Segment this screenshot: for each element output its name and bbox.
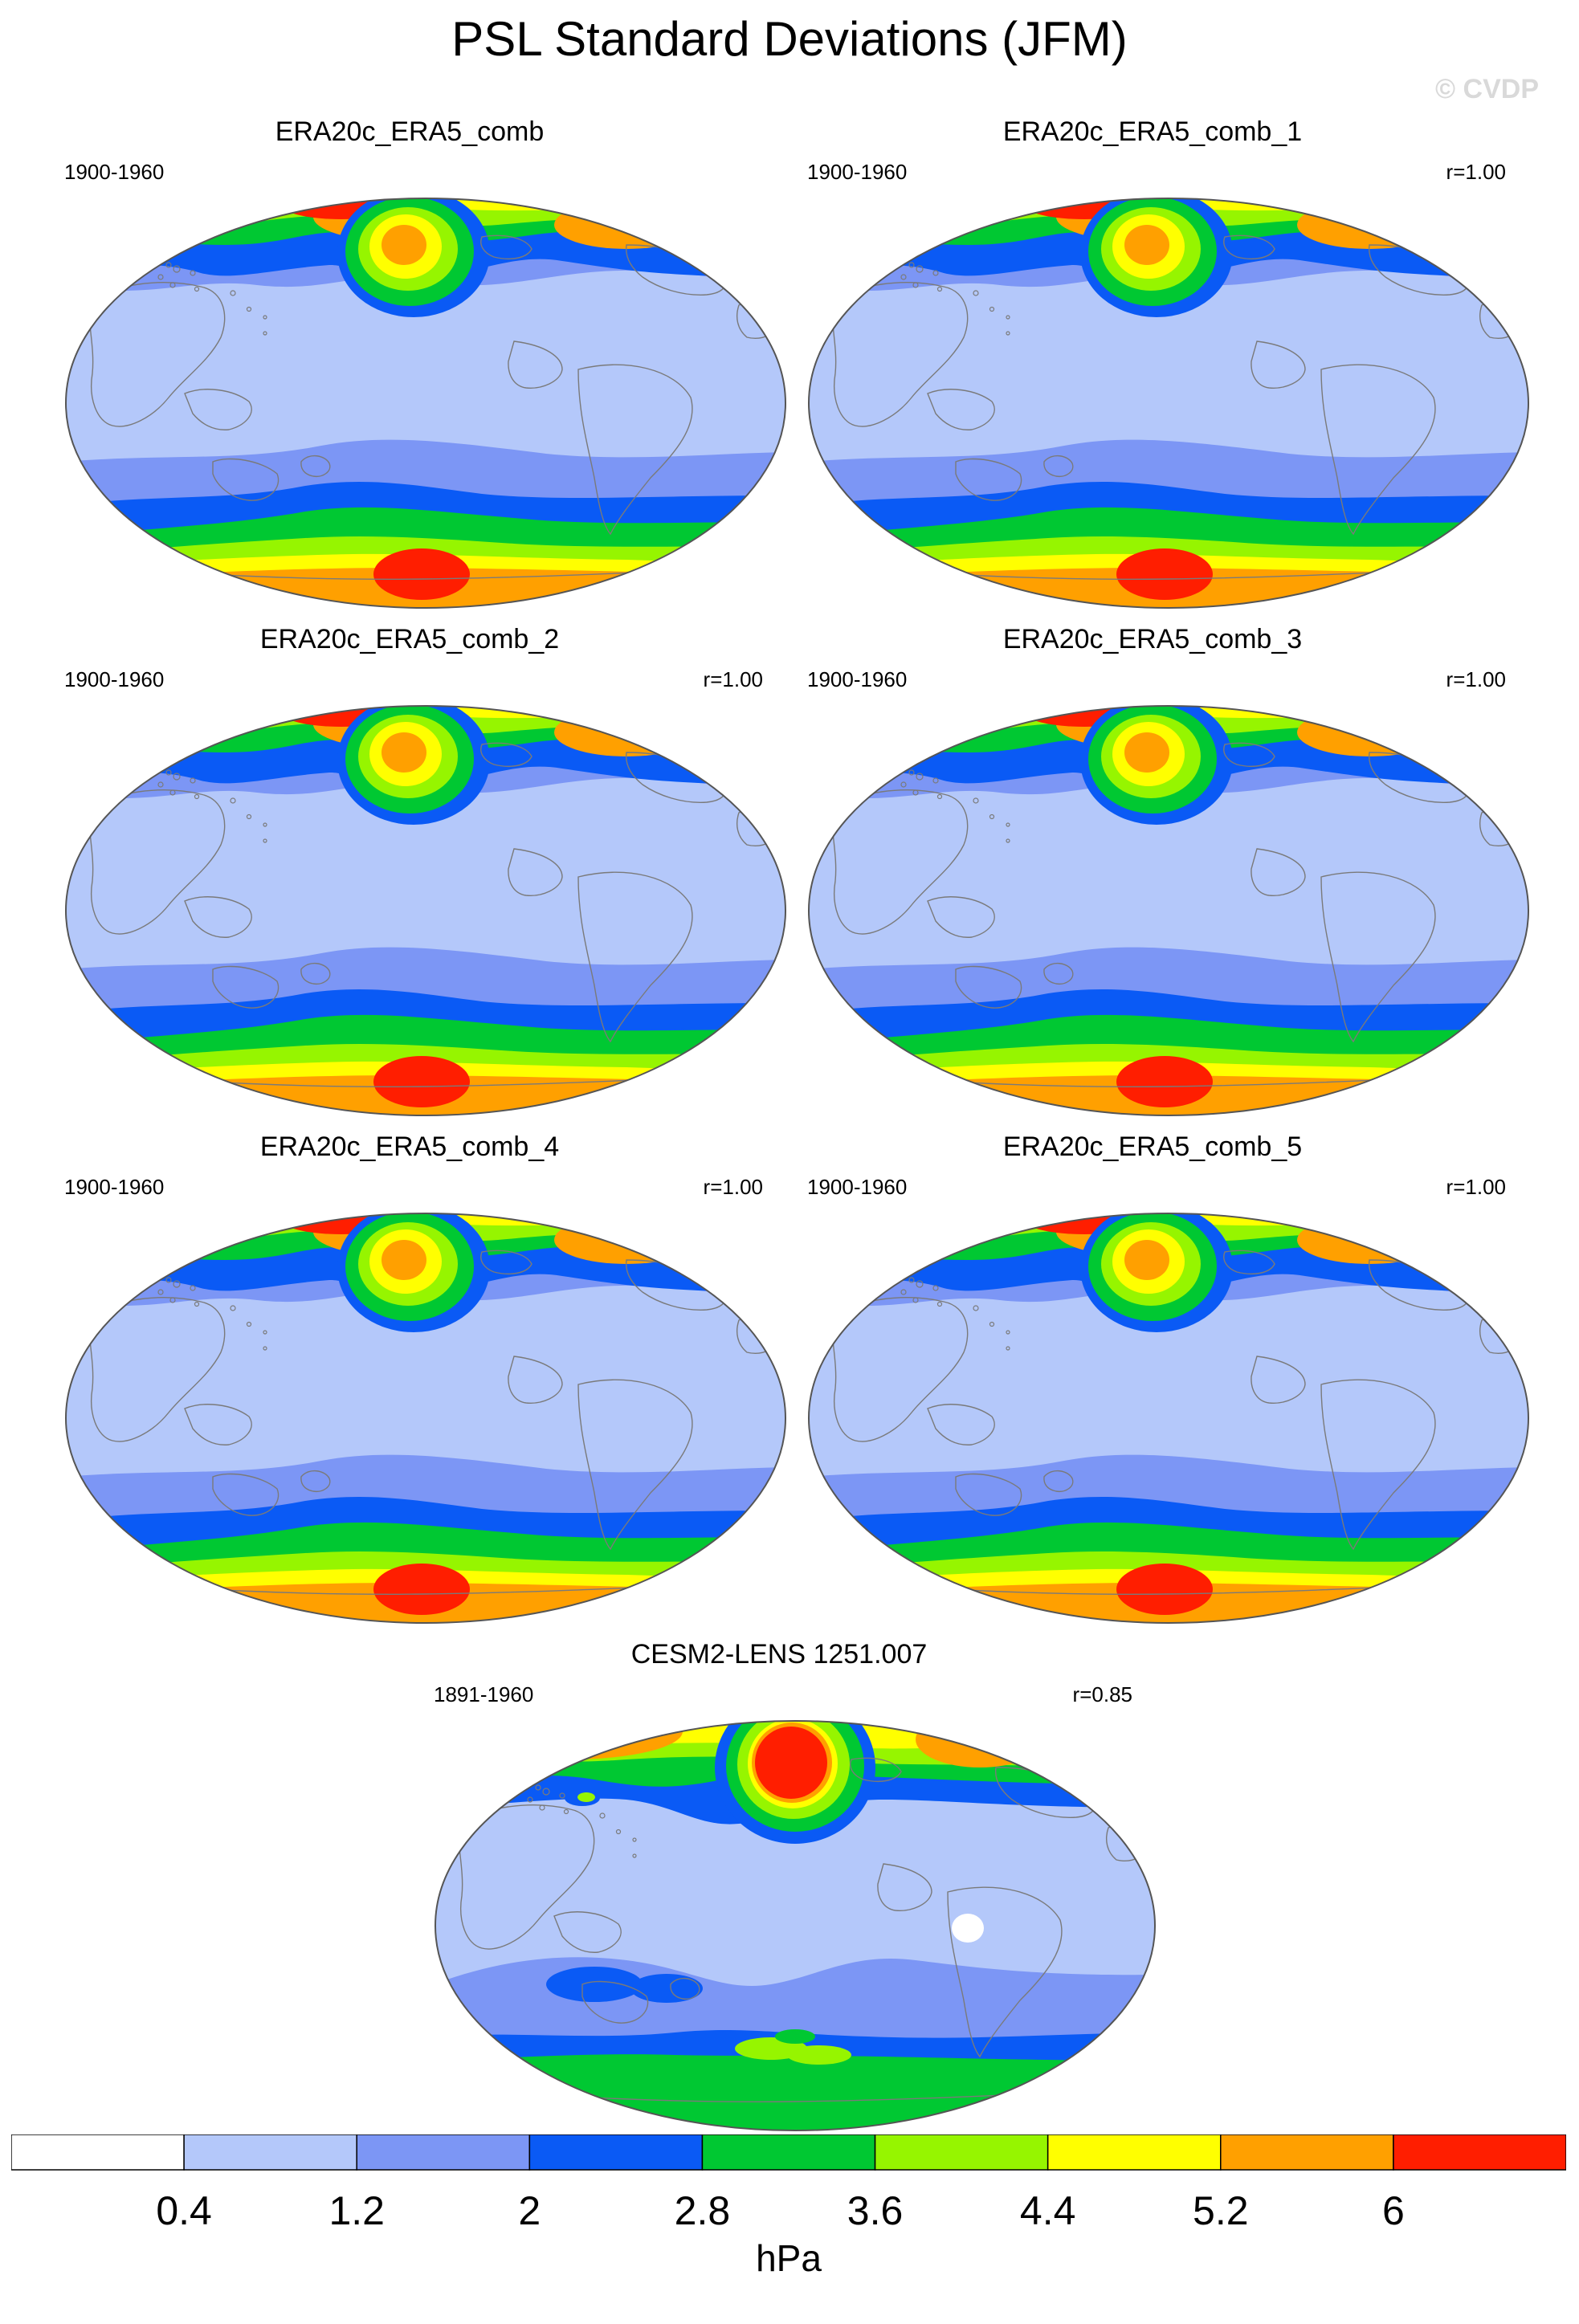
panel-title: ERA20c_ERA5_comb_4 [259, 1131, 560, 1162]
panel-title: ERA20c_ERA5_comb [275, 116, 545, 147]
map-panel-era20c-era5-comb: ERA20c_ERA5_comb 1900-1960 [24, 116, 795, 614]
colorbar-swatch [528, 2134, 704, 2171]
colorbar-swatch [183, 2134, 357, 2171]
panel-period: 1900-1960 [807, 160, 908, 184]
panel-period: 1900-1960 [807, 1175, 908, 1199]
panel-correlation: r=1.00 [703, 667, 763, 691]
panel-period: 1900-1960 [64, 160, 165, 184]
figure-title: PSL Standard Deviations (JFM) [451, 12, 1128, 66]
cvdp-watermark: © CVDP [1435, 74, 1539, 104]
psl-stddev-map [65, 1213, 786, 1624]
colorbar-swatch [11, 2134, 185, 2171]
psl-stddev-map [808, 198, 1529, 609]
colorbar-tick-label: 3.6 [847, 2188, 904, 2233]
colorbar-tick-label: 4.4 [1020, 2188, 1076, 2233]
colorbar-tick-label: 6 [1382, 2188, 1405, 2233]
panel-correlation: r=1.00 [1446, 667, 1506, 691]
panel-period: 1900-1960 [64, 1175, 165, 1199]
colorbar-legend: 0.4 1.2 2 2.8 3.6 4.4 5.2 6 hPa [11, 2134, 1566, 2279]
map-panel-era20c-era5-comb-1: ERA20c_ERA5_comb_1 1900-1960 r=1.00 [767, 116, 1538, 614]
panel-title: ERA20c_ERA5_comb_5 [1002, 1131, 1303, 1162]
panel-correlation: r=1.00 [703, 1175, 763, 1199]
colorbar-swatch [1220, 2134, 1394, 2171]
panel-title: ERA20c_ERA5_comb_2 [259, 624, 560, 654]
colorbar-swatch [874, 2134, 1049, 2171]
panel-title: ERA20c_ERA5_comb_3 [1002, 624, 1303, 654]
panel-period: 1891-1960 [434, 1682, 534, 1706]
colorbar-swatch [1047, 2134, 1222, 2171]
panel-correlation: r=0.85 [1072, 1682, 1132, 1706]
colorbar-tick-label: 2.8 [675, 2188, 731, 2233]
map-panel-era20c-era5-comb-2: ERA20c_ERA5_comb_2 1900-1960 r=1.00 [24, 624, 795, 1122]
map-panel-cesm2-lens-1251-007: CESM2-LENS 1251.007 1891-1960 r=0.85 [394, 1639, 1165, 2137]
panel-period: 1900-1960 [807, 667, 908, 691]
colorbar-tick-label: 0.4 [156, 2188, 212, 2233]
colorbar-swatch [356, 2134, 531, 2171]
map-panel-era20c-era5-comb-4: ERA20c_ERA5_comb_4 1900-1960 r=1.00 [24, 1131, 795, 1629]
colorbar-tick-label: 1.2 [328, 2188, 385, 2233]
colorbar-tick-label: 2 [518, 2188, 541, 2233]
psl-stddev-map [65, 198, 786, 609]
colorbar-unit-label: hPa [756, 2237, 822, 2279]
colorbar-tick-label: 5.2 [1193, 2188, 1249, 2233]
map-panel-era20c-era5-comb-5: ERA20c_ERA5_comb_5 1900-1960 r=1.00 [767, 1131, 1538, 1629]
panel-correlation: r=1.00 [1446, 1175, 1506, 1199]
panel-correlation: r=1.00 [1446, 160, 1506, 184]
psl-stddev-map [808, 705, 1529, 1116]
psl-stddev-map [435, 1720, 1156, 2131]
colorbar-swatch [1393, 2134, 1566, 2171]
colorbar-swatch [701, 2134, 876, 2171]
panel-period: 1900-1960 [64, 667, 165, 691]
map-panel-era20c-era5-comb-3: ERA20c_ERA5_comb_3 1900-1960 r=1.00 [767, 624, 1538, 1122]
psl-stddev-map [808, 1213, 1529, 1624]
panel-title: CESM2-LENS 1251.007 [630, 1639, 928, 1670]
psl-stddev-map [65, 705, 786, 1116]
panel-title: ERA20c_ERA5_comb_1 [1002, 116, 1303, 147]
